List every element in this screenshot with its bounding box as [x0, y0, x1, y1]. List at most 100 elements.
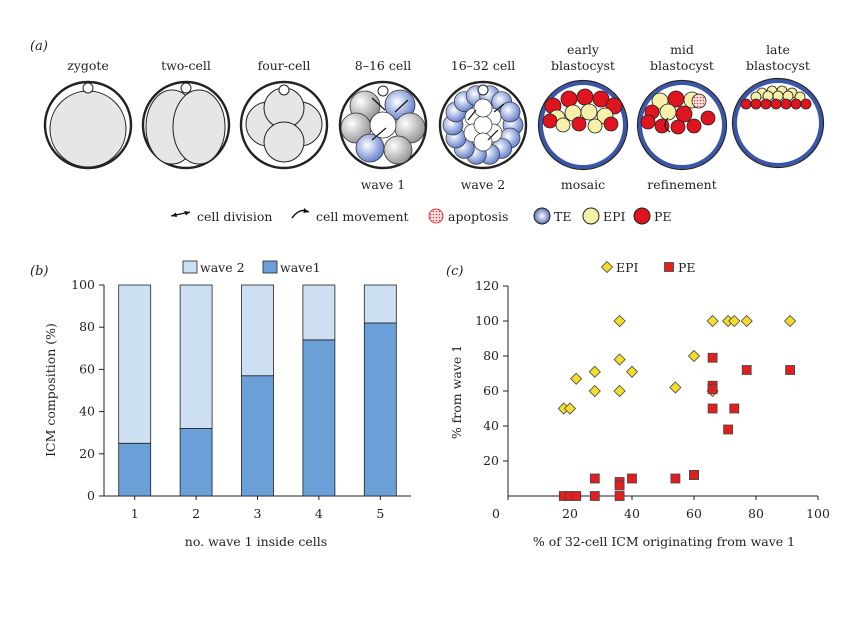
panel-b: (b) wave 2 wave1 0 20 40 60 80 100 1 2 3 4 5 no. wa…	[30, 260, 411, 549]
y-tick-label: 100	[475, 313, 499, 328]
panel-c-points	[557, 314, 797, 501]
stage-title: mid	[670, 42, 694, 57]
stage-title: two-cell	[161, 58, 211, 73]
x-tick-label: 1	[131, 506, 139, 521]
bar-wave2	[118, 284, 152, 444]
legend-swatch	[182, 260, 198, 274]
pe-point	[670, 473, 681, 484]
epi-point	[706, 314, 719, 328]
epi-cell	[580, 103, 598, 121]
x-tick-label: 80	[748, 506, 764, 521]
epi-point	[588, 384, 601, 398]
y-tick-label: 60	[483, 383, 499, 398]
pe-point	[627, 473, 637, 484]
two-cell-embryo	[141, 80, 231, 170]
pe-swatch	[633, 207, 651, 225]
pe-cell	[654, 118, 670, 134]
bar-wave1	[302, 339, 336, 497]
bar-wave2	[179, 284, 213, 429]
panel-b-legend: wave 2 wave1	[182, 260, 321, 275]
pe-point	[689, 470, 699, 480]
epi-point	[687, 349, 701, 363]
mid-blastocyst	[636, 79, 728, 171]
pe-cell	[603, 116, 619, 132]
pe-cell	[770, 98, 782, 110]
x-tick-label: 0	[492, 506, 500, 521]
panel-b-label: (b)	[30, 264, 48, 279]
panel-b-bars	[118, 284, 397, 497]
bar-wave2	[302, 284, 336, 341]
epi-point	[613, 384, 626, 398]
pe-cell	[542, 113, 558, 129]
x-tick-label: 100	[806, 506, 830, 521]
cell-division-icon	[170, 211, 191, 217]
epi-point	[570, 372, 583, 385]
pe-point	[589, 491, 600, 501]
x-tick-label: 2	[192, 506, 200, 521]
pe-point	[571, 491, 582, 501]
legend-label: wave1	[280, 260, 321, 275]
bar-wave2	[363, 284, 397, 324]
pe-point	[614, 480, 625, 491]
legend-cell-division: cell division	[197, 209, 272, 224]
x-tick-label: 60	[686, 506, 702, 521]
early-blastocyst	[537, 79, 629, 171]
epi-point	[728, 314, 741, 328]
apoptotic-cell	[691, 93, 707, 109]
legend-label: wave 2	[200, 260, 245, 275]
y-tick-label: 60	[79, 361, 95, 376]
eight-sixteen-cell-embryo	[338, 80, 428, 170]
y-tick-label: 40	[79, 404, 95, 419]
pe-point	[785, 365, 795, 375]
pe-point	[614, 491, 625, 501]
epi-cell	[587, 118, 603, 134]
legend-cell-movement: cell movement	[316, 209, 409, 224]
legend-label: PE	[678, 260, 696, 275]
y-tick-label: 80	[483, 348, 499, 363]
pe-cell	[780, 98, 792, 110]
epi-point	[613, 353, 626, 366]
panel-c: (c) EPI PE 20 40 60 80 100 120 0 20 40 60 80 100 % o…	[446, 260, 830, 549]
pe-point	[589, 473, 600, 484]
pe-cell	[675, 105, 693, 123]
stage-title: blastocyst	[650, 58, 714, 73]
stage-caption: wave 2	[461, 177, 506, 192]
x-tick-label: 5	[376, 506, 384, 521]
stage-title: early	[567, 42, 600, 57]
legend-te: TE	[554, 209, 571, 224]
panel-c-ylabel: % from wave 1	[449, 345, 464, 439]
epi-point	[784, 314, 797, 328]
te-swatch	[533, 207, 551, 225]
stage-title: 16–32 cell	[451, 58, 515, 73]
pe-cell	[571, 116, 587, 132]
panel-c-xlabel: % of 32-cell ICM originating from wave 1	[533, 534, 795, 549]
bar-wave2	[241, 284, 274, 377]
pe-cell	[740, 98, 752, 110]
stage-caption: wave 1	[361, 177, 406, 192]
pe-cell	[560, 90, 578, 108]
pe-point	[741, 365, 752, 375]
panel-b-ylabel: ICM composition (%)	[43, 323, 58, 457]
stage-title: 8–16 cell	[355, 58, 411, 73]
stage-title: four-cell	[258, 58, 311, 73]
pe-cell	[800, 98, 812, 110]
plot-area	[563, 321, 791, 496]
epi-point	[613, 314, 626, 328]
legend-label: EPI	[616, 260, 639, 275]
pe-point	[707, 352, 718, 363]
x-tick-label: 40	[624, 506, 640, 521]
pe-point	[707, 403, 718, 414]
stage-title: blastocyst	[746, 58, 810, 73]
x-tick-label: 20	[562, 506, 578, 521]
legend-marker	[600, 260, 614, 274]
stage-caption: mosaic	[561, 177, 605, 192]
x-tick-label: 4	[315, 506, 323, 521]
legend-marker	[664, 262, 674, 272]
y-tick-label: 40	[483, 418, 499, 433]
pe-cell	[700, 110, 716, 126]
pe-point	[707, 384, 718, 395]
stage-title: blastocyst	[551, 58, 615, 73]
epi-cell	[555, 117, 571, 133]
epi-point	[563, 402, 577, 415]
bar-wave1	[179, 428, 213, 497]
